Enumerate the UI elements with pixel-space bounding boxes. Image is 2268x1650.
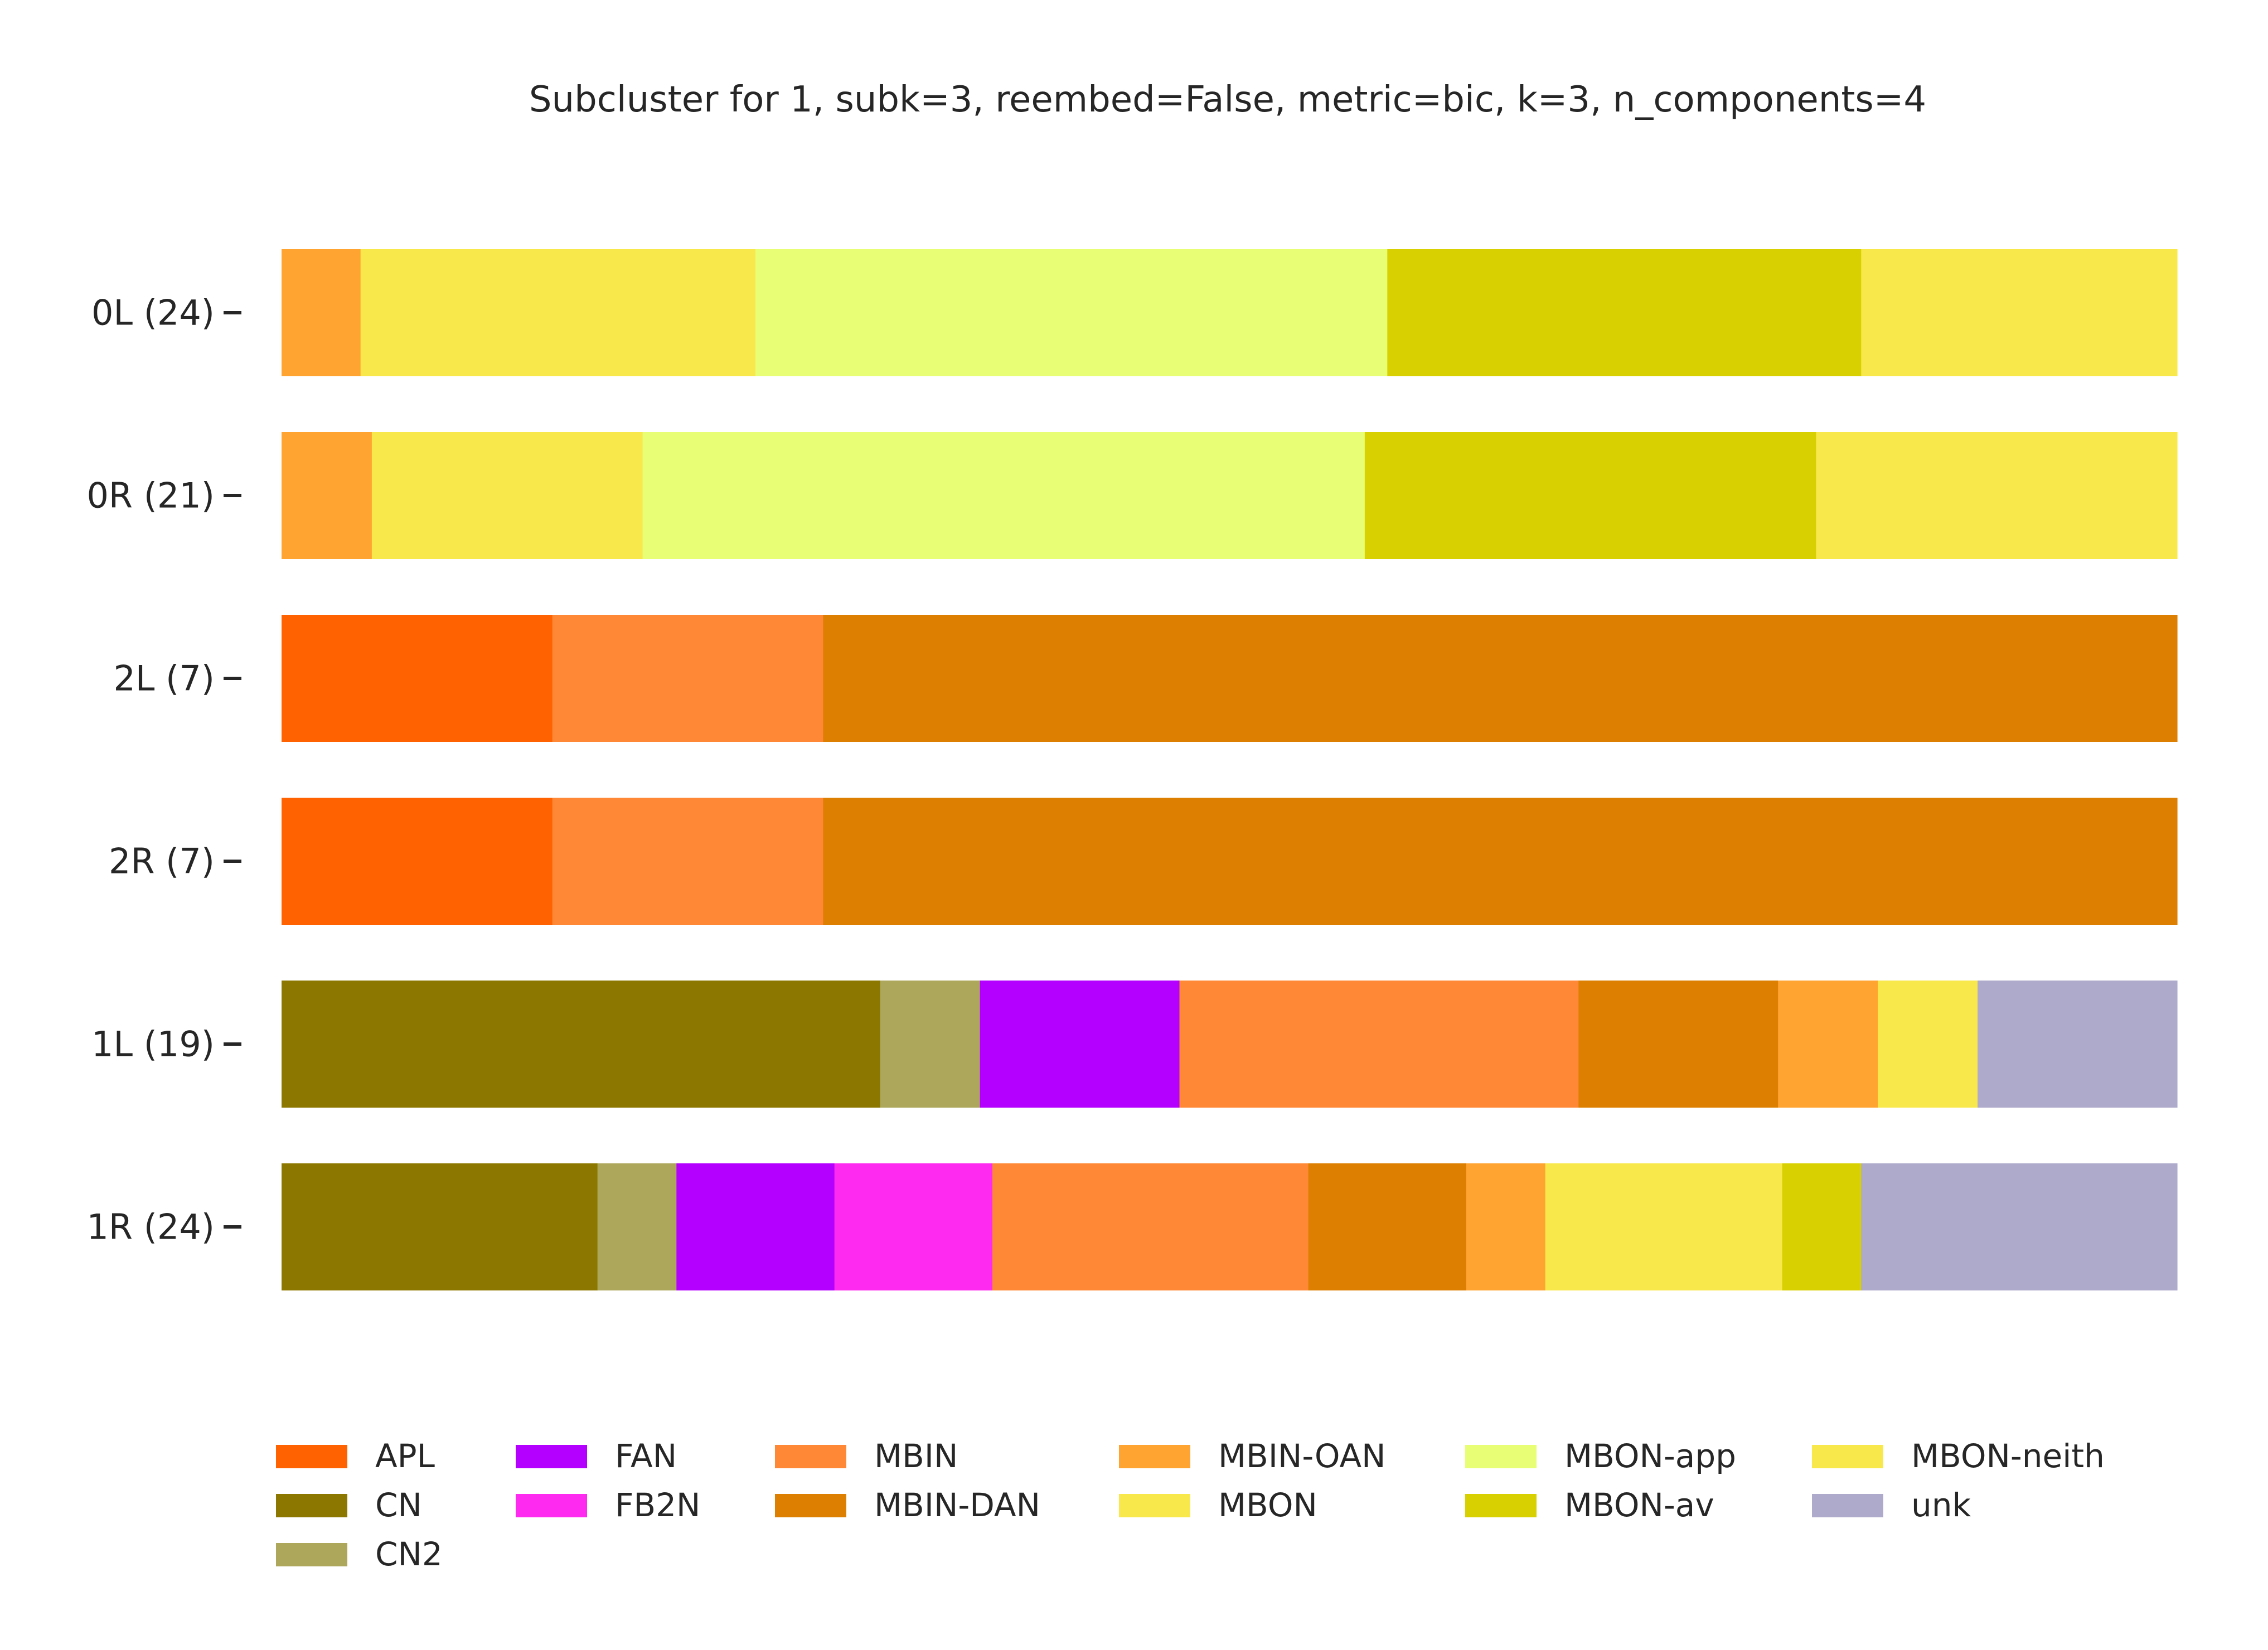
bar-0r-21 xyxy=(282,432,2178,559)
bar-segment-1r-24-mbon-av xyxy=(1782,1163,1862,1290)
legend-label: FB2N xyxy=(615,1486,700,1524)
bar-segment-2r-7-apl xyxy=(282,798,553,925)
bar-segment-1l-19-mbin-dan xyxy=(1578,981,1778,1108)
legend-swatch xyxy=(276,1543,347,1566)
bar-segment-0l-24-mbin-oan xyxy=(282,249,361,376)
bar-segment-1r-24-mbin-oan xyxy=(1466,1163,1546,1290)
y-tick-label: 1R (24) xyxy=(86,1207,215,1248)
legend-item-mbon-av: MBON-av xyxy=(1465,1486,1714,1524)
bar-1l-19 xyxy=(282,981,2178,1108)
bar-segment-1r-24-cn2 xyxy=(597,1163,677,1290)
bar-segment-2r-7-mbin-dan xyxy=(823,798,2178,925)
bar-segment-0r-21-mbon xyxy=(371,432,643,559)
legend-item-mbin-oan: MBIN-OAN xyxy=(1119,1437,1386,1475)
legend-label: MBIN-DAN xyxy=(874,1486,1040,1524)
bar-segment-2l-7-apl xyxy=(282,615,553,742)
legend-item-unk: unk xyxy=(1812,1486,1971,1524)
chart-title: Subcluster for 1, subk=3, reembed=False,… xyxy=(529,79,1926,120)
legend-label: MBIN xyxy=(874,1437,958,1475)
bar-segment-1r-24-mbin xyxy=(992,1163,1309,1290)
legend-swatch xyxy=(1119,1494,1190,1517)
legend: APL CN CN2 FAN FB2N MBIN MBIN-DAN MBIN-OAN MBON M… xyxy=(276,1437,2105,1573)
bar-segment-0l-24-mbon-av xyxy=(1387,249,1862,376)
y-tick-label: 0L (24) xyxy=(91,293,215,333)
bar-segment-1l-19-mbin xyxy=(1179,981,1579,1108)
bar-segment-1r-24-unk xyxy=(1861,1163,2178,1290)
legend-item-mbin: MBIN xyxy=(775,1437,958,1475)
bar-segment-1l-19-cn2 xyxy=(880,981,981,1108)
legend-label: APL xyxy=(375,1437,435,1475)
bar-segment-1r-24-fan xyxy=(676,1163,835,1290)
bar-1r-24 xyxy=(282,1163,2178,1290)
legend-swatch xyxy=(1119,1445,1190,1468)
legend-item-mbin-dan: MBIN-DAN xyxy=(775,1486,1040,1524)
bar-segment-1r-24-cn xyxy=(282,1163,598,1290)
bar-segment-0l-24-mbon-neith xyxy=(1861,249,2178,376)
bar-segment-1l-19-mbin-oan xyxy=(1778,981,1878,1108)
legend-label: CN xyxy=(375,1486,422,1524)
y-tick-label: 0R (21) xyxy=(86,475,215,516)
legend-item-mbon-neith: MBON-neith xyxy=(1812,1437,2105,1475)
bar-segment-1l-19-fan xyxy=(980,981,1180,1108)
bar-segment-2l-7-mbin-dan xyxy=(823,615,2178,742)
bar-segment-0r-21-mbon-av xyxy=(1364,432,1816,559)
legend-label: unk xyxy=(1911,1486,1971,1524)
legend-item-mbon: MBON xyxy=(1119,1486,1317,1524)
bar-2r-7 xyxy=(282,798,2178,925)
legend-item-fb2n: FB2N xyxy=(516,1486,700,1524)
bar-segment-2l-7-mbin xyxy=(552,615,824,742)
bar-2l-7 xyxy=(282,615,2178,742)
legend-swatch xyxy=(276,1494,347,1517)
legend-swatch xyxy=(775,1494,846,1517)
legend-swatch xyxy=(1465,1494,1537,1517)
legend-item-mbon-app: MBON-app xyxy=(1465,1437,1736,1475)
bars-layer xyxy=(282,249,2178,1290)
legend-label: MBON-neith xyxy=(1911,1437,2105,1475)
legend-label: MBON-av xyxy=(1564,1486,1714,1524)
legend-swatch xyxy=(1812,1445,1883,1468)
y-tick-label: 2L (7) xyxy=(113,658,215,699)
bar-segment-1l-19-unk xyxy=(1978,981,2178,1108)
bar-segment-1r-24-mbon xyxy=(1545,1163,1783,1290)
legend-item-fan: FAN xyxy=(516,1437,677,1475)
bar-segment-0l-24-mbon-app xyxy=(755,249,1388,376)
bar-segment-2r-7-mbin xyxy=(552,798,824,925)
legend-item-apl: APL xyxy=(276,1437,435,1475)
bar-segment-0r-21-mbon-app xyxy=(642,432,1365,559)
bar-0l-24 xyxy=(282,249,2178,376)
legend-swatch xyxy=(1812,1494,1883,1517)
legend-swatch xyxy=(516,1494,587,1517)
y-tick-label: 2R (7) xyxy=(109,841,215,882)
bar-segment-0r-21-mbin-oan xyxy=(282,432,372,559)
bar-segment-1l-19-mbon xyxy=(1878,981,1978,1108)
y-tick-label: 1L (19) xyxy=(91,1024,215,1065)
legend-label: CN2 xyxy=(375,1535,443,1573)
y-axis-labels: 0L (24) 0R (21) 2L (7) 2R (7) 1L (19) 1R (24) xyxy=(86,293,241,1248)
legend-label: MBON-app xyxy=(1564,1437,1736,1475)
bar-segment-1r-24-mbin-dan xyxy=(1308,1163,1467,1290)
legend-label: MBIN-OAN xyxy=(1218,1437,1386,1475)
legend-label: MBON xyxy=(1218,1486,1317,1524)
bar-segment-1r-24-fb2n xyxy=(834,1163,993,1290)
bar-segment-1l-19-cn xyxy=(282,981,881,1108)
legend-swatch xyxy=(775,1445,846,1468)
bar-segment-0r-21-mbon-neith xyxy=(1816,432,2178,559)
legend-item-cn2: CN2 xyxy=(276,1535,443,1573)
legend-swatch xyxy=(516,1445,587,1468)
legend-item-cn: CN xyxy=(276,1486,422,1524)
bar-segment-0l-24-mbon xyxy=(360,249,756,376)
legend-swatch xyxy=(276,1445,347,1468)
legend-label: FAN xyxy=(615,1437,677,1475)
legend-swatch xyxy=(1465,1445,1537,1468)
